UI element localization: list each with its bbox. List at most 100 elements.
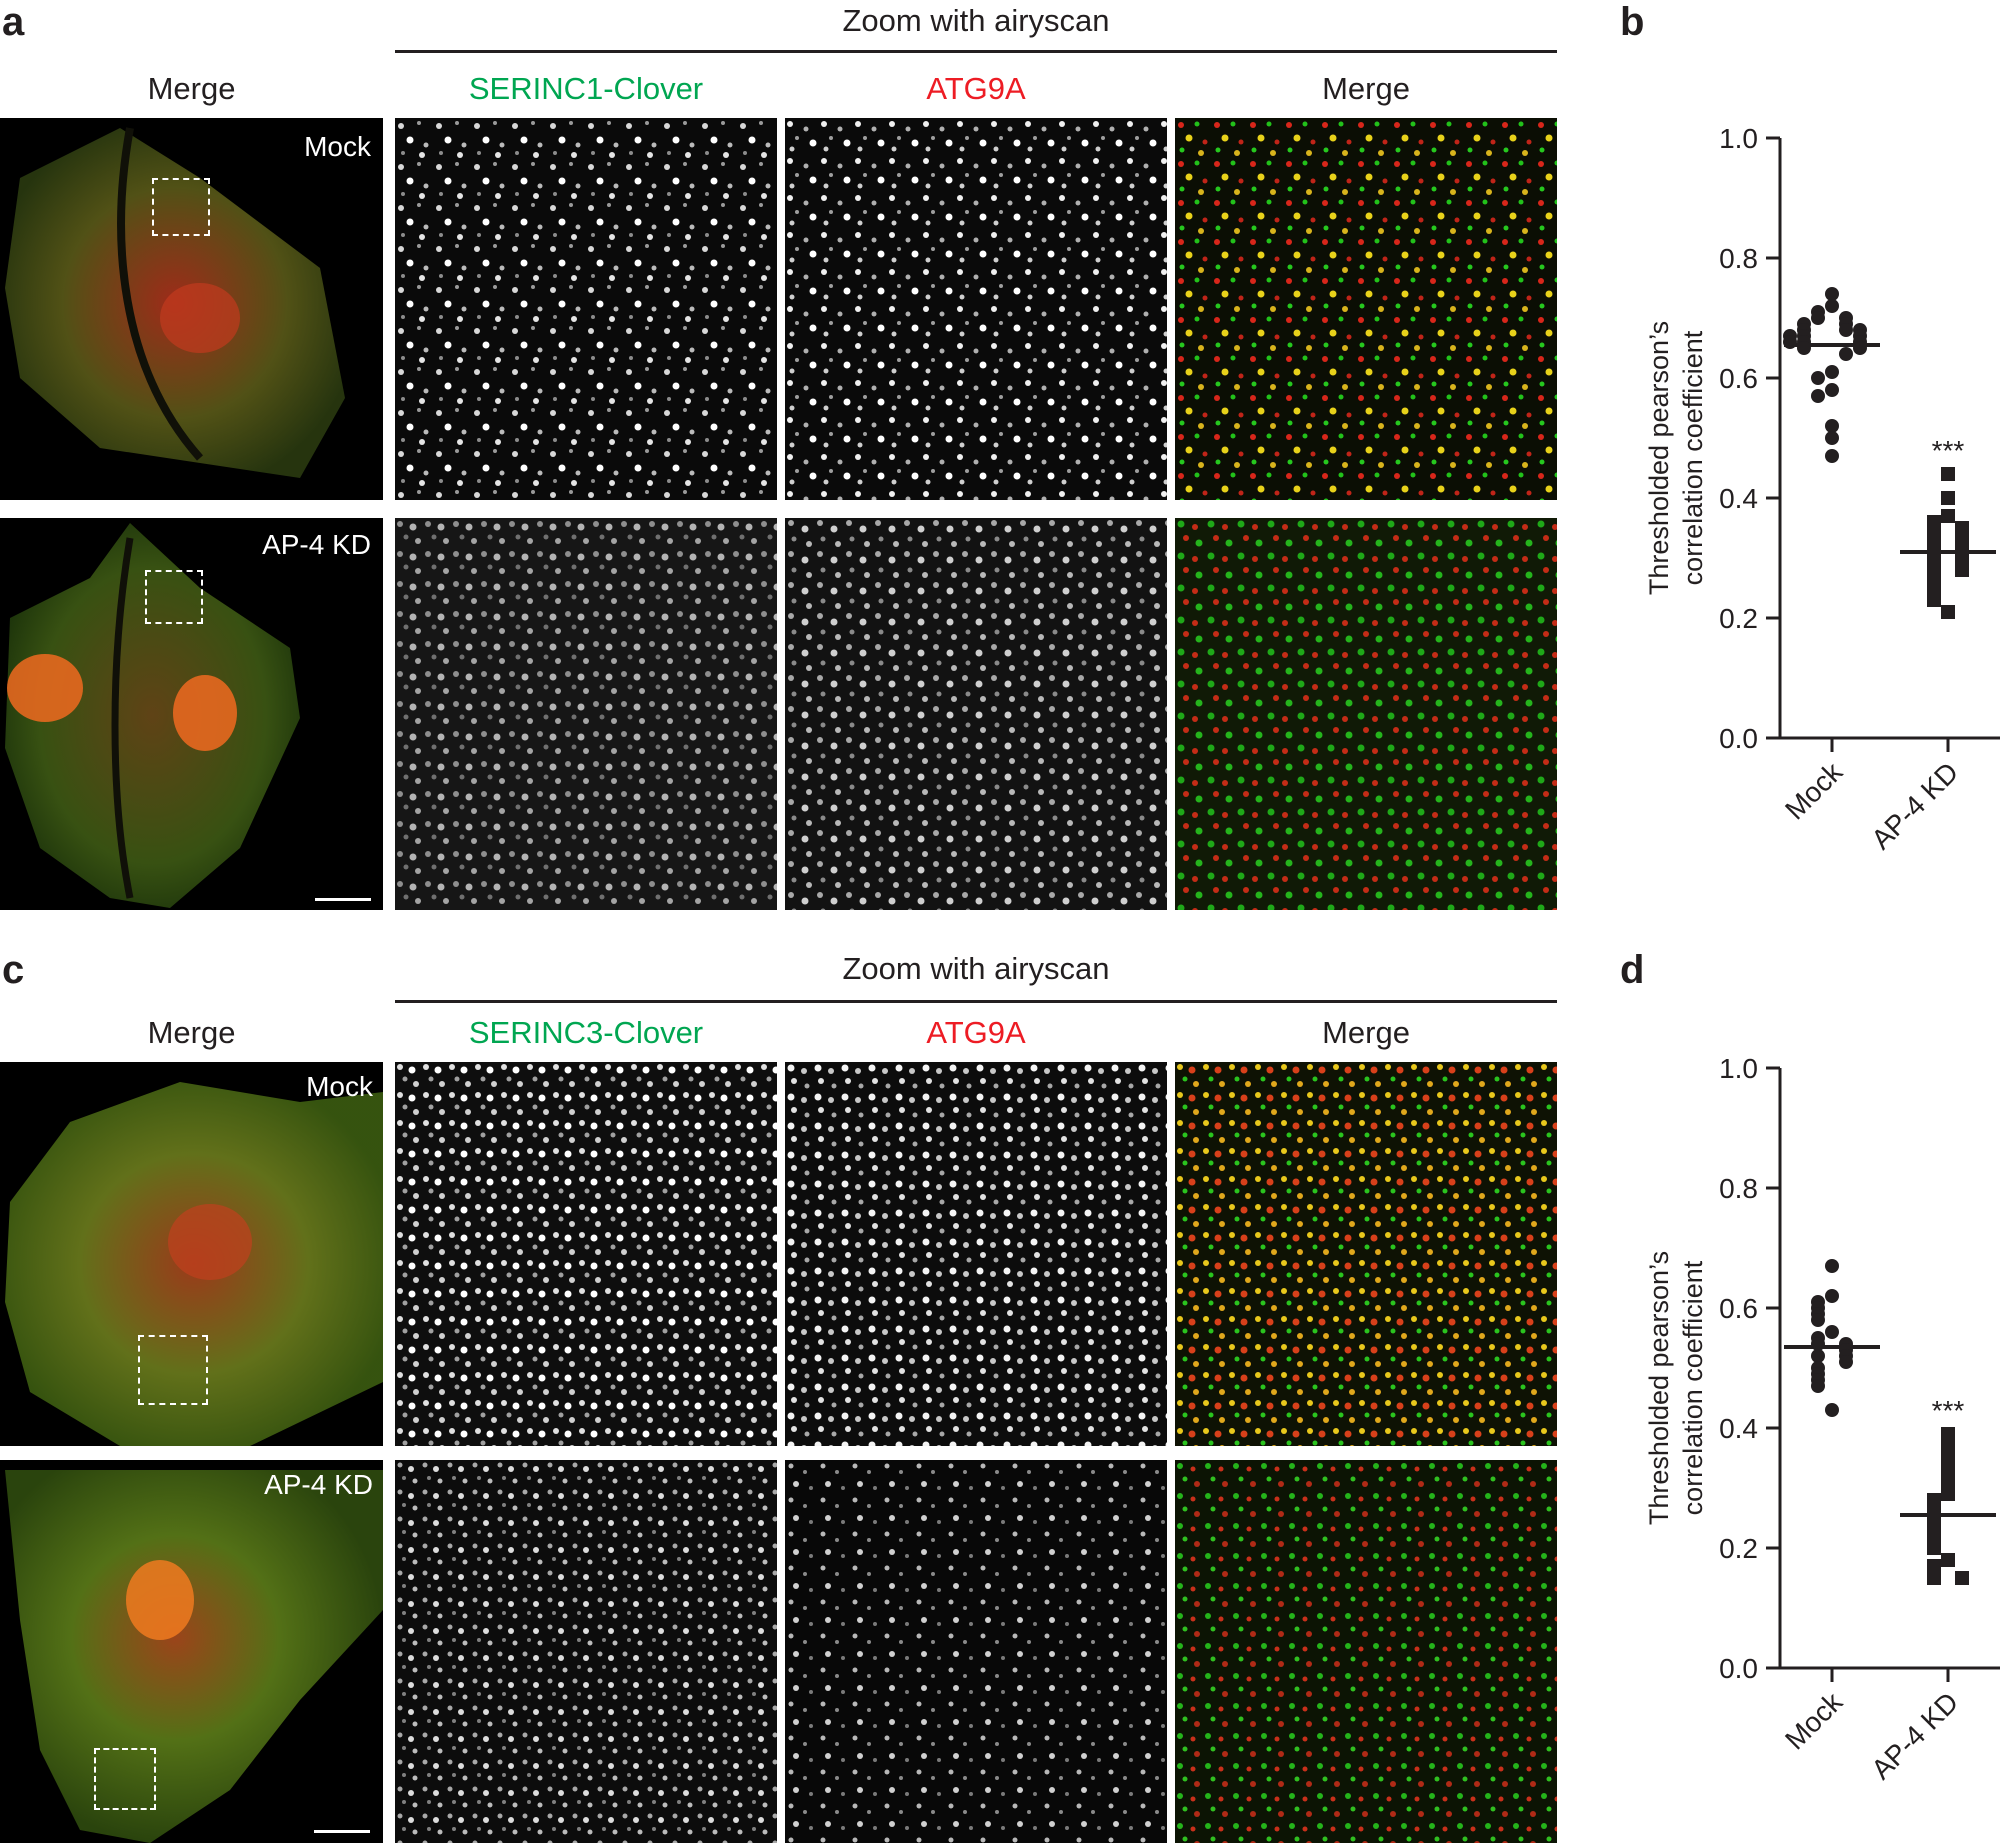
- micrograph-c-mock-merge-zoom: [1175, 1062, 1557, 1446]
- col-title-red-a: ATG9A: [926, 71, 1026, 106]
- micrograph-a-mock-green-zoom: [395, 118, 777, 500]
- y-tick-label: 0.8: [1719, 1173, 1758, 1204]
- data-point: [1941, 1463, 1955, 1477]
- x-tick-label: AP-4 KD: [1865, 1686, 1964, 1785]
- data-point: [1927, 1541, 1941, 1555]
- data-point: [1825, 287, 1839, 301]
- data-point: [1811, 311, 1825, 325]
- data-point: [1941, 1427, 1955, 1441]
- data-point: [1941, 467, 1955, 481]
- significance-annotation: ***: [1932, 1395, 1965, 1426]
- scale-bar: [315, 898, 371, 901]
- zoom-header-c: Zoom with airyscan: [842, 951, 1110, 986]
- micrograph-c-ap4kd-merge-zoom: [1175, 1460, 1557, 1843]
- condition-label-mock-c: Mock: [306, 1071, 373, 1102]
- micrograph-c-ap4kd-overview: AP-4 KD: [0, 1460, 383, 1843]
- micrograph-a-ap4kd-red-zoom: [785, 518, 1167, 910]
- micrograph-c-ap4kd-red-zoom: [785, 1460, 1167, 1843]
- data-point: [1955, 1571, 1969, 1585]
- y-tick-label: 0.6: [1719, 363, 1758, 394]
- data-point: [1927, 1571, 1941, 1585]
- significance-annotation: ***: [1932, 435, 1965, 466]
- y-tick-label: 0.4: [1719, 1413, 1758, 1444]
- scatter-chart-b: 0.0 0.2 0.4 0.6 0.8 1.0 Thresholded pearson’s c…: [1600, 110, 2004, 880]
- col-title-merge-right-c: Merge: [1322, 1015, 1410, 1050]
- data-point: [1941, 509, 1955, 523]
- data-point: [1825, 365, 1839, 379]
- data-point: [1811, 371, 1825, 385]
- micrograph-c-ap4kd-green-zoom: [395, 1460, 777, 1843]
- roi-box: [138, 1335, 208, 1405]
- chart-svg: 0.0 0.2 0.4 0.6 0.8 1.0 Thresholded pearson’s c…: [1644, 123, 2000, 855]
- zoom-header-line-a: [395, 50, 1557, 53]
- data-point: [1927, 593, 1941, 607]
- x-tick-label: AP-4 KD: [1865, 756, 1964, 855]
- data-point: [1825, 419, 1839, 433]
- data-point: [1941, 1475, 1955, 1489]
- data-point: [1941, 1439, 1955, 1453]
- data-point: [1825, 431, 1839, 445]
- y-tick-label: 0.8: [1719, 243, 1758, 274]
- data-point: [1941, 491, 1955, 505]
- data-point: [1941, 1487, 1955, 1501]
- panel-c-label: c: [2, 948, 25, 992]
- scale-bar: [314, 1830, 370, 1833]
- data-point: [1811, 1313, 1825, 1327]
- data-point: [1839, 323, 1853, 337]
- y-tick-label: 1.0: [1719, 1053, 1758, 1084]
- data-point: [1927, 557, 1941, 571]
- roi-box: [145, 570, 203, 624]
- x-tick-label: Mock: [1779, 756, 1849, 826]
- y-tick-label: 0.0: [1719, 1653, 1758, 1684]
- panel-a-label: a: [2, 0, 25, 44]
- condition-label-mock-a: Mock: [304, 131, 371, 162]
- y-tick-label: 1.0: [1719, 123, 1758, 154]
- micrograph-a-ap4kd-merge-zoom: [1175, 518, 1557, 910]
- data-point: [1941, 605, 1955, 619]
- y-axis-label-line: Thresholded pearson’s: [1644, 1251, 1674, 1525]
- data-point: [1811, 1379, 1825, 1393]
- y-axis-label: Thresholded pearson’s correlation coeffic…: [1644, 321, 1708, 595]
- zoom-header-a: Zoom with airyscan: [842, 3, 1110, 38]
- data-point: [1927, 521, 1941, 535]
- data-point: [1839, 1355, 1853, 1369]
- data-point: [1811, 389, 1825, 403]
- data-point: [1825, 1403, 1839, 1417]
- micrograph-c-mock-green-zoom: [395, 1062, 777, 1446]
- data-point: [1825, 383, 1839, 397]
- x-tick-label: Mock: [1779, 1686, 1849, 1756]
- micrograph-a-mock-overview: Mock: [0, 118, 383, 500]
- micrograph-a-mock-merge-zoom: [1175, 118, 1557, 500]
- data-point: [1825, 449, 1839, 463]
- y-axis-label: Thresholded pearson’s correlation coeffic…: [1644, 1251, 1708, 1525]
- data-point: [1825, 1289, 1839, 1303]
- data-point: [1811, 1349, 1825, 1363]
- data-point: [1825, 299, 1839, 313]
- col-title-green-a: SERINC1-Clover: [468, 71, 704, 106]
- data-point: [1927, 533, 1941, 547]
- col-title-merge-right-a: Merge: [1322, 71, 1410, 106]
- y-axis-label-line: correlation coefficient: [1678, 1260, 1708, 1515]
- col-title-red-c: ATG9A: [926, 1015, 1026, 1050]
- roi-box: [152, 178, 210, 236]
- col-title-green-c: SERINC3-Clover: [468, 1015, 704, 1050]
- data-point: [1825, 1259, 1839, 1273]
- y-axis-label-line: Thresholded pearson’s: [1644, 321, 1674, 595]
- y-tick-label: 0.4: [1719, 483, 1758, 514]
- micrograph-a-ap4kd-overview: AP-4 KD: [0, 518, 383, 910]
- condition-label-ap4kd-a: AP-4 KD: [262, 529, 371, 560]
- y-tick-label: 0.2: [1719, 1533, 1758, 1564]
- zoom-header-line-c: [395, 1000, 1557, 1003]
- micrograph-c-mock-red-zoom: [785, 1062, 1167, 1446]
- data-point: [1839, 347, 1853, 361]
- col-title-merge-left-c: Merge: [147, 1015, 236, 1050]
- chart-svg: 0.0 0.2 0.4 0.6 0.8 1.0 Thresholded pearson’s c…: [1644, 1053, 2000, 1785]
- micrograph-a-ap4kd-green-zoom: [395, 518, 777, 910]
- panel-d-label: d: [1620, 948, 1645, 992]
- micrograph-c-mock-overview: Mock: [0, 1062, 383, 1446]
- y-tick-label: 0.0: [1719, 723, 1758, 754]
- scatter-chart-d: 0.0 0.2 0.4 0.6 0.8 1.0 Thresholded pearson’s c…: [1600, 1040, 2004, 1820]
- col-title-merge-left-a: Merge: [147, 71, 236, 106]
- condition-label-ap4kd-c: AP-4 KD: [264, 1469, 373, 1500]
- y-tick-label: 0.6: [1719, 1293, 1758, 1324]
